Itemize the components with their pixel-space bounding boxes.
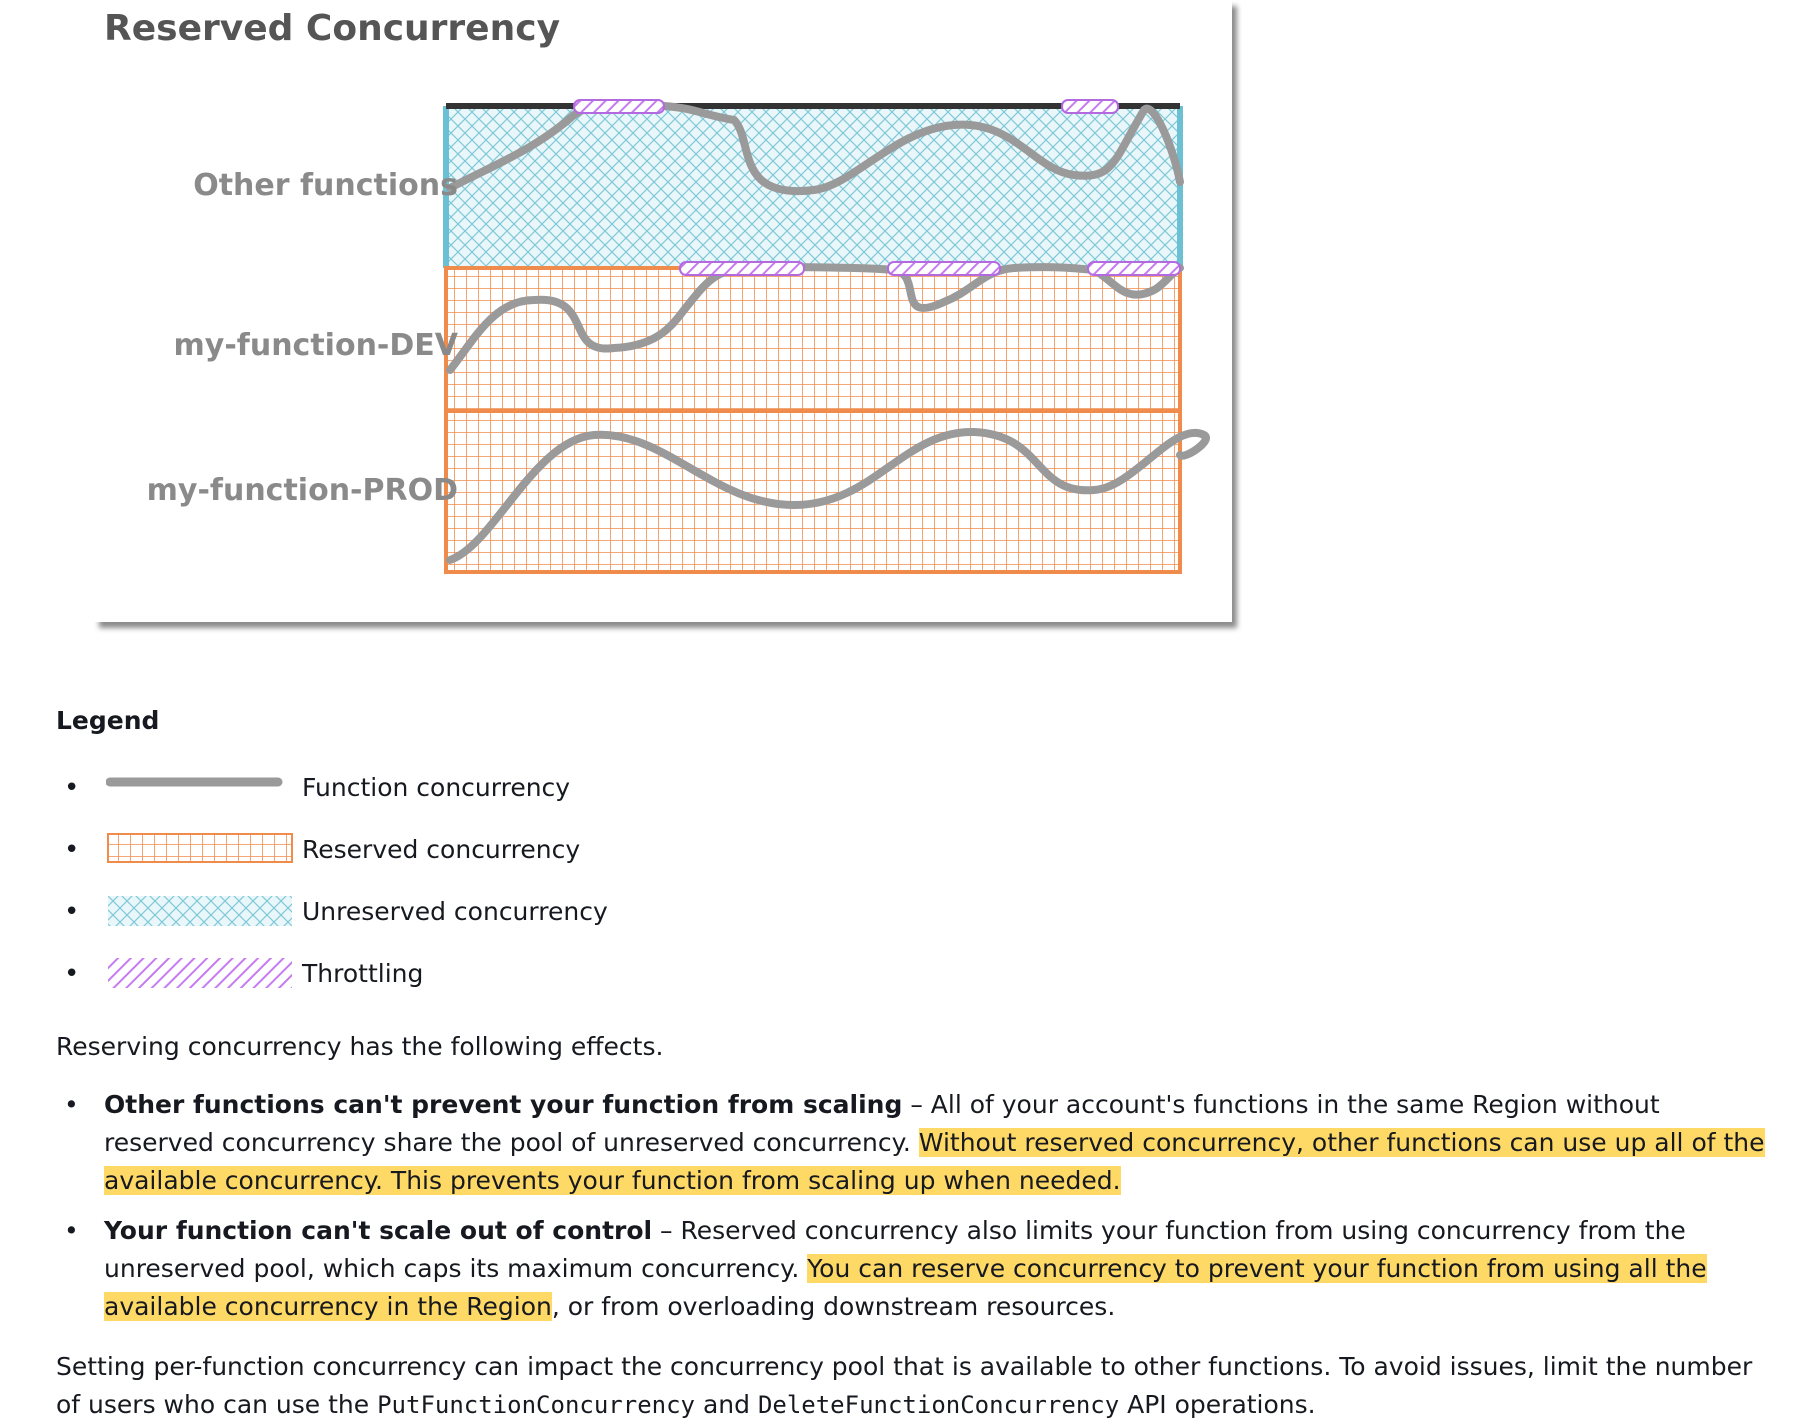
legend-label: Reserved concurrency bbox=[302, 835, 581, 864]
closing-text-before: Setting per-function concurrency can imp… bbox=[56, 1352, 1753, 1419]
unreserved-crosshatch-pattern-icon bbox=[108, 896, 292, 926]
throttling-marker bbox=[679, 261, 805, 276]
legend-title: Legend bbox=[56, 706, 160, 735]
function-concurrency-line-icon bbox=[106, 777, 283, 787]
throttling-marker bbox=[573, 99, 665, 114]
bullet: • bbox=[64, 959, 80, 989]
bullet: • bbox=[64, 1090, 79, 1119]
api-put-function-concurrency: PutFunctionConcurrency bbox=[377, 1391, 695, 1419]
intro-paragraph: Reserving concurrency has the following … bbox=[56, 1032, 664, 1061]
reserved-band bbox=[446, 268, 1180, 572]
reserved-concurrency-figure: Reserved Concurrency Other functions my-… bbox=[94, 0, 1232, 622]
throttling-marker bbox=[1061, 99, 1119, 114]
bullet: • bbox=[64, 835, 80, 865]
row-label-prod: my-function-PROD bbox=[146, 473, 458, 508]
figure-title: Reserved Concurrency bbox=[104, 8, 561, 49]
effect-item: • Other functions can't prevent your fun… bbox=[56, 1086, 1776, 1200]
effect-heading: Other functions can't prevent your funct… bbox=[104, 1090, 903, 1119]
effects-list: • Other functions can't prevent your fun… bbox=[56, 1086, 1776, 1338]
bullet: • bbox=[64, 773, 80, 803]
api-delete-function-concurrency: DeleteFunctionConcurrency bbox=[757, 1391, 1120, 1419]
effect-text: – All of your account's functions in the… bbox=[104, 1090, 1660, 1157]
effect-after: , or from overloading downstream resourc… bbox=[551, 1292, 1116, 1321]
closing-paragraph: Setting per-function concurrency can imp… bbox=[56, 1348, 1776, 1424]
closing-text-middle: and bbox=[695, 1390, 758, 1419]
legend-label: Function concurrency bbox=[302, 773, 571, 802]
row-label-dev: my-function-DEV bbox=[173, 328, 458, 363]
legend-label: Unreserved concurrency bbox=[302, 897, 608, 926]
concurrency-diagram bbox=[443, 99, 1211, 574]
bullet: • bbox=[64, 1216, 79, 1245]
reserved-grid-pattern-icon bbox=[107, 833, 293, 863]
closing-text-after: API operations. bbox=[1119, 1390, 1316, 1419]
effect-text: – Reserved concurrency also limits your … bbox=[104, 1216, 1686, 1283]
throttling-diagonal-pattern-icon bbox=[108, 958, 292, 988]
effect-item: • Your function can't scale out of contr… bbox=[56, 1212, 1776, 1326]
throttling-marker bbox=[1087, 261, 1181, 276]
bullet: • bbox=[64, 897, 80, 927]
prod-concurrency-line bbox=[446, 427, 1211, 564]
effect-heading: Your function can't scale out of control bbox=[104, 1216, 653, 1245]
throttling-marker bbox=[887, 261, 1001, 276]
legend-label: Throttling bbox=[302, 959, 424, 988]
row-label-other-functions: Other functions bbox=[193, 168, 458, 203]
